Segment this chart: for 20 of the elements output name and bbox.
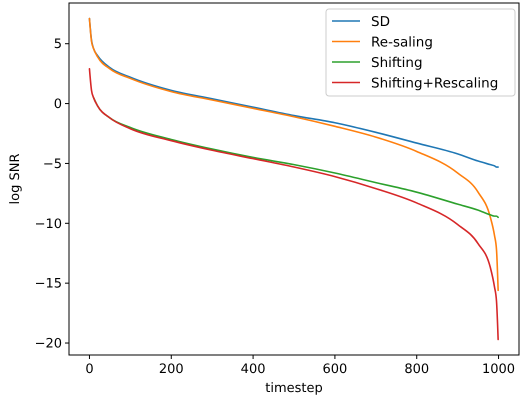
line-series xyxy=(88,18,499,292)
y-tick-label: −5 xyxy=(42,156,62,172)
x-tick-label: 600 xyxy=(322,362,348,377)
x-tick-label: 1000 xyxy=(482,362,516,377)
y-tick-label: 0 xyxy=(54,97,62,112)
legend-label: SD xyxy=(371,14,390,30)
y-axis-title: log SNR xyxy=(8,154,23,204)
y-tick-label: 5 xyxy=(54,37,62,52)
x-tick-label: 400 xyxy=(240,362,266,377)
line-series xyxy=(88,68,499,340)
y-tick-label: −15 xyxy=(34,276,62,292)
legend-label: Shifting+Rescaling xyxy=(371,76,498,92)
x-axis-title: timestep xyxy=(265,381,323,396)
x-tick-label: 200 xyxy=(158,362,184,377)
y-tick-label: −20 xyxy=(34,336,62,352)
x-tick-label: 0 xyxy=(85,362,94,377)
x-tick-label: 800 xyxy=(404,362,430,377)
y-tick-label: −10 xyxy=(34,216,62,232)
legend-label: Re-saling xyxy=(371,34,433,50)
legend-label: Shifting xyxy=(371,55,423,71)
